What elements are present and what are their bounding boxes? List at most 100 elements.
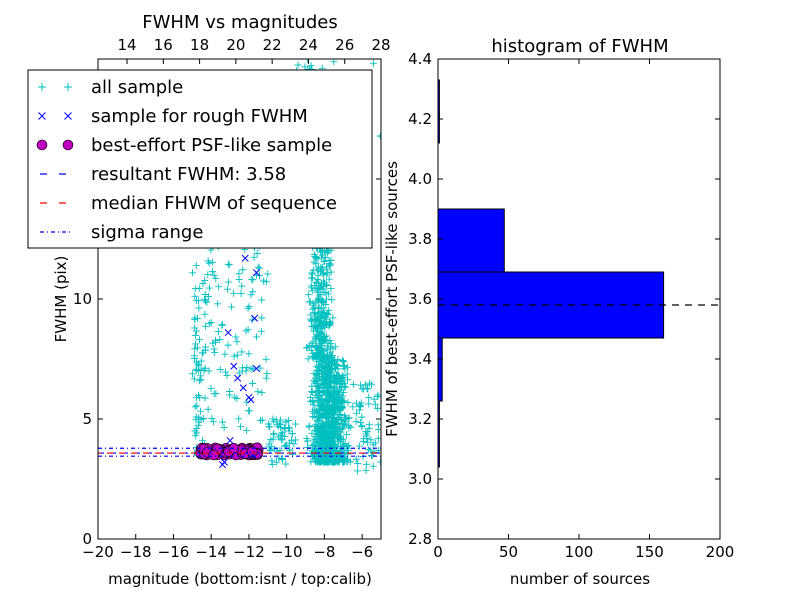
top-x-tick-label: 20 <box>226 36 245 54</box>
all-sample-point <box>314 366 322 374</box>
all-sample-point <box>318 280 326 288</box>
all-sample-point <box>273 420 281 428</box>
all-sample-point <box>277 416 285 424</box>
legend-marker <box>64 112 72 120</box>
all-sample-point <box>319 248 327 256</box>
all-sample-point <box>317 291 325 299</box>
histogram-bar <box>438 271 665 339</box>
all-sample-point <box>192 366 200 374</box>
all-sample-point <box>249 288 257 296</box>
all-sample-point <box>284 417 292 425</box>
all-sample-point <box>268 443 276 451</box>
y-tick-label: 4.4 <box>408 50 432 68</box>
legend-entry: sigma range <box>40 222 203 243</box>
all-sample-point <box>307 317 315 325</box>
all-sample-point <box>220 424 228 432</box>
all-sample-point <box>362 460 370 468</box>
rough-sample-point <box>234 374 242 382</box>
all-sample-point <box>367 447 375 455</box>
right-chart-title: histogram of FWHM <box>491 36 668 57</box>
all-sample-point <box>329 419 337 427</box>
all-sample-point <box>374 404 381 412</box>
all-sample-point <box>224 260 232 268</box>
all-sample-point <box>208 268 216 276</box>
all-sample-point <box>262 355 270 363</box>
all-sample-point <box>262 374 270 382</box>
all-sample-point <box>336 411 344 419</box>
all-sample-point <box>367 436 375 444</box>
all-sample-point <box>349 403 357 411</box>
all-sample-point <box>224 285 232 293</box>
x-tick-label: −14 <box>195 543 227 561</box>
all-sample-point <box>318 397 326 405</box>
all-sample-point <box>368 381 376 389</box>
all-sample-point <box>278 455 286 463</box>
all-sample-point <box>235 270 243 278</box>
all-sample-point <box>250 253 258 261</box>
all-sample-point <box>324 384 332 392</box>
all-sample-point <box>191 324 199 332</box>
histogram-bar <box>438 337 443 402</box>
all-sample-point <box>338 373 346 381</box>
x-tick-label: 0 <box>433 543 443 561</box>
all-sample-point <box>210 345 218 353</box>
all-sample-point <box>258 296 266 304</box>
all-sample-point <box>352 417 360 425</box>
all-sample-point <box>369 59 377 67</box>
all-sample-point <box>204 405 212 413</box>
x-tick-label: 100 <box>565 543 594 561</box>
top-x-tick-label: 22 <box>263 36 282 54</box>
all-sample-point <box>243 426 251 434</box>
left-chart-title: FWHM vs magnitudes <box>142 12 337 33</box>
all-sample-point <box>233 351 241 359</box>
all-sample-point <box>227 303 235 311</box>
all-sample-point <box>344 457 352 465</box>
all-sample-point <box>201 290 209 298</box>
all-sample-point <box>307 458 315 466</box>
all-sample-point <box>338 402 346 410</box>
all-sample-point <box>325 306 333 314</box>
x-tick-label: −6 <box>351 543 373 561</box>
rough-sample-point <box>218 461 227 469</box>
all-sample-point <box>318 404 326 412</box>
all-sample-point <box>245 350 253 358</box>
all-sample-point <box>192 340 200 348</box>
all-sample-point <box>335 434 343 442</box>
y-tick-label: 10 <box>73 290 92 308</box>
all-sample-point <box>303 434 311 442</box>
legend-marker <box>38 83 46 91</box>
all-sample-point <box>284 424 292 432</box>
all-sample-point <box>190 375 198 383</box>
fwhm-histogram-axes: 0 50 100 150 2002.83.03.23.43.63.84.04.24.4 … <box>383 36 734 588</box>
all-sample-point <box>325 421 333 429</box>
all-sample-point <box>193 327 201 335</box>
all-sample-point <box>308 397 316 405</box>
all-sample-point <box>340 362 348 370</box>
all-sample-point <box>257 417 265 425</box>
all-sample-point <box>313 393 321 401</box>
all-sample-point <box>313 266 321 274</box>
all-sample-point <box>202 297 210 305</box>
legend-entry: resultant FWHM: 3.58 <box>40 164 286 185</box>
all-sample-point <box>200 296 208 304</box>
legend-box <box>27 69 373 249</box>
all-sample-point <box>320 312 328 320</box>
all-sample-point <box>304 355 312 363</box>
all-sample-point <box>315 295 323 303</box>
all-sample-point <box>334 355 342 363</box>
all-sample-point <box>239 266 247 274</box>
all-sample-point <box>197 407 205 415</box>
all-sample-point <box>197 357 205 365</box>
all-sample-point <box>199 280 207 288</box>
all-sample-point <box>255 264 263 272</box>
rough-sample-point <box>251 314 259 322</box>
y-tick-label: 3.2 <box>408 410 432 428</box>
y-tick-label: 0 <box>82 530 92 548</box>
all-sample-point <box>312 253 320 261</box>
all-sample-point <box>320 389 328 397</box>
legend-label: best-effort PSF-like sample <box>91 135 332 156</box>
all-sample-point <box>309 337 317 345</box>
all-sample-point <box>358 413 366 421</box>
x-tick-label: 50 <box>499 543 518 561</box>
